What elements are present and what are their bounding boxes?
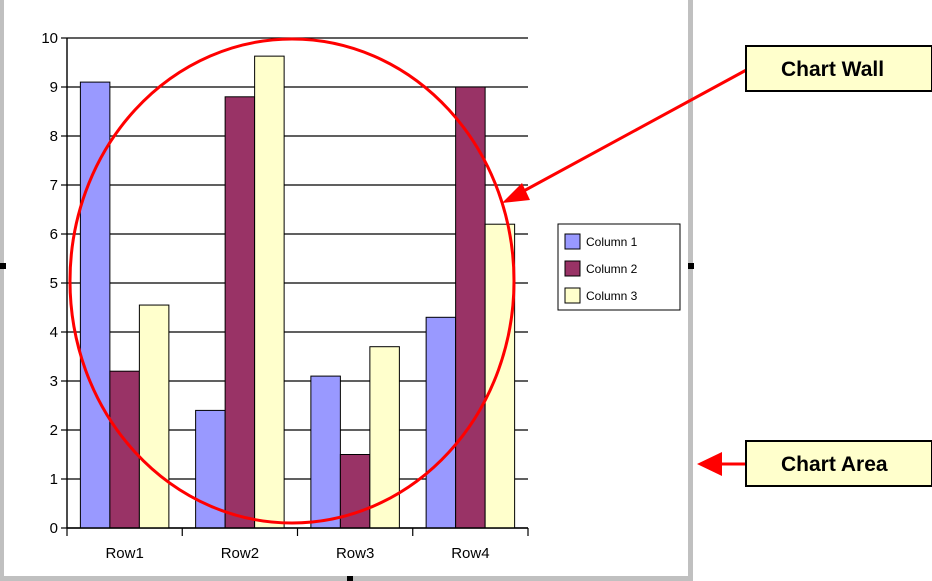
bar [109,370,140,529]
bar [455,86,486,529]
chart-area-left-border [0,0,4,581]
x-tick-label: Row4 [451,545,489,562]
y-tick-label: 8 [50,128,58,145]
bar [195,409,226,529]
bars [79,55,516,529]
x-tick-label: Row2 [221,545,259,562]
legend-label: Column 2 [586,262,638,276]
chart-wall-highlight-ellipse [68,37,516,525]
y-tick-label: 0 [50,520,58,537]
y-tick-label: 6 [50,226,58,243]
y-tick-label: 3 [50,373,58,390]
y-tick-label: 1 [50,471,58,488]
bar [484,223,516,529]
y-tick-label: 10 [41,30,58,47]
bar [425,316,457,529]
chart-area-right-border [688,0,693,581]
chart-area-arrowhead [697,452,722,476]
axes: 0 1 2 3 4 5 6 7 8 9 10 Row1 Row2 Row3 Row4 [41,30,529,562]
bar [254,55,285,529]
selection-handle-right[interactable] [688,263,694,269]
x-tick-label: Row1 [105,545,143,562]
selection-handle-bottom[interactable] [347,576,353,581]
bar [79,81,111,529]
chart-area-label-box [745,440,932,487]
legend: Column 1 Column 2 Column 3 [557,223,681,311]
y-tick-label: 2 [50,422,58,439]
chart-wall-arrowhead [502,183,530,203]
chart-area-callout: Chart Area [697,440,932,487]
selection-handle-left[interactable] [0,263,6,269]
y-tick-label: 7 [50,177,58,194]
legend-label: Column 1 [586,235,638,249]
bar [138,304,170,529]
chart-wall-arrow-line [519,66,751,195]
legend-swatch [564,260,581,277]
chart-area-bottom-border [0,576,693,581]
legend-label: Column 3 [586,289,638,303]
legend-swatch [564,233,581,250]
x-tick-label: Row3 [336,545,374,562]
chart-wall-label: Chart Wall [781,58,884,81]
chart-wall-callout: Chart Wall [502,45,932,203]
chart-wall-label-box [745,45,932,92]
chart-area-label: Chart Area [781,453,888,476]
y-tick-label: 4 [50,324,58,341]
bar [310,375,341,529]
bar [224,96,256,529]
y-tick-label: 9 [50,79,58,96]
legend-swatch [564,287,581,304]
bar [369,346,400,529]
y-tick-label: 5 [50,275,58,292]
